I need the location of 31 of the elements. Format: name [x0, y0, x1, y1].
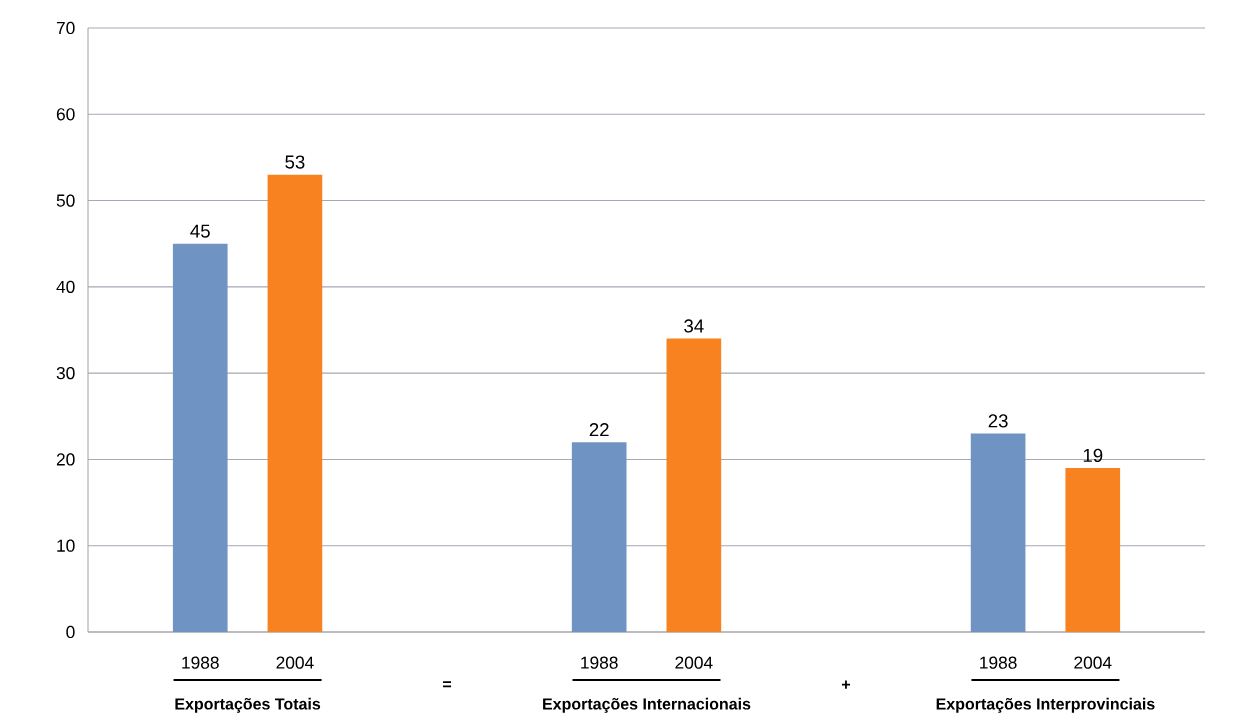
y-tick-label: 0: [66, 625, 75, 639]
data-label: 53: [285, 155, 305, 169]
data-label: 34: [684, 319, 704, 333]
x-tick-label: Exportações Totais: [175, 697, 321, 713]
x-tick-label: Exportações Internacionais: [543, 697, 751, 713]
bar: [172, 243, 228, 632]
text: =: [443, 681, 452, 688]
series-label: 1988: [182, 656, 219, 669]
y-tick-label: 10: [57, 539, 75, 552]
bar: [267, 174, 323, 632]
text: 2004: [675, 656, 713, 669]
series-label: 2004: [276, 656, 314, 669]
y-tick-label: 50: [56, 194, 75, 207]
bar: [1065, 468, 1121, 632]
y-tick-label: 70: [56, 21, 75, 35]
data-label: 23: [988, 414, 1008, 428]
bar: [571, 442, 627, 632]
bar: [970, 433, 1026, 632]
text: 1988: [980, 656, 1017, 669]
data-label: 22: [589, 423, 609, 437]
y-tick-label: 30: [56, 366, 75, 380]
data-label: 19: [1083, 448, 1103, 463]
text: 1988: [581, 656, 618, 669]
data-label: 45: [190, 224, 210, 238]
y-tick-label: 40: [56, 280, 75, 293]
text: 2004: [1074, 656, 1112, 669]
text: +: [841, 680, 850, 689]
bar: [666, 338, 722, 632]
x-tick-label: Exportações Interprovinciais: [936, 697, 1155, 713]
y-tick-label: 20: [56, 453, 75, 466]
y-tick-label: 60: [56, 108, 75, 121]
